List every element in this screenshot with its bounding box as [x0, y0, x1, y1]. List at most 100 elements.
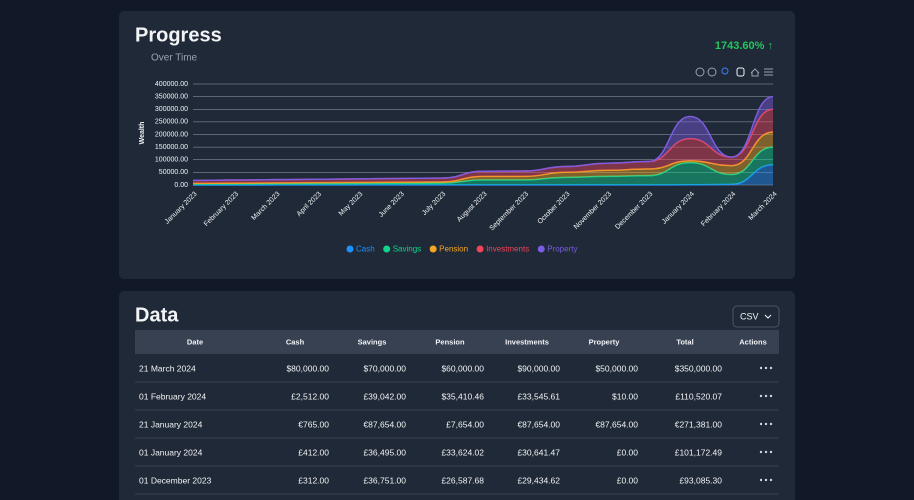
series-area — [193, 147, 773, 185]
zoom-in[interactable] — [695, 67, 705, 77]
change-indicator: 1743.60% ↑ — [715, 40, 773, 52]
column-header: Cash — [286, 337, 305, 346]
export-select[interactable]: CSV — [732, 305, 780, 328]
table-cell: £412.00 — [298, 447, 329, 457]
table-cell: £110,520.07 — [675, 391, 722, 401]
table-cell: £0.00 — [617, 475, 639, 485]
pan[interactable] — [736, 67, 745, 77]
table-cell: £0.00 — [617, 447, 639, 457]
table-cell: £33,545.61 — [517, 391, 560, 401]
table-cell: $70,000.00 — [363, 363, 406, 373]
table-cell: £312.00 — [298, 475, 329, 485]
legend-marker[interactable] — [383, 245, 391, 253]
legend-marker[interactable] — [537, 245, 545, 253]
select-value[interactable]: CSV — [740, 311, 759, 321]
card-title: Progress — [135, 24, 222, 46]
series-line — [192, 95, 774, 182]
actions-dot[interactable] — [759, 394, 763, 398]
legend-label[interactable]: Cash — [356, 245, 375, 254]
column-header: Date — [187, 337, 203, 346]
legend-label[interactable]: Investments — [486, 245, 529, 254]
table-cell: $90,000.00 — [517, 363, 560, 373]
table-cell: 21 January 2024 — [139, 419, 203, 429]
y-tick-label: 250000.00 — [155, 119, 188, 126]
actions-dot[interactable] — [764, 478, 768, 482]
table-cell: €765.00 — [298, 419, 329, 429]
table-cell: £36,751.00 — [363, 475, 406, 485]
legend-marker[interactable] — [429, 245, 437, 253]
legend-label[interactable]: Savings — [393, 245, 421, 254]
actions-dot[interactable] — [769, 450, 773, 454]
actions-dot[interactable] — [759, 422, 763, 426]
column-header: Total — [676, 337, 693, 346]
zoom-out[interactable] — [707, 67, 717, 77]
actions-dot[interactable] — [764, 450, 768, 454]
legend-label[interactable]: Pension — [439, 245, 468, 254]
y-tick-label: 200000.00 — [155, 131, 188, 138]
progress-card — [119, 11, 795, 279]
chevron — [764, 314, 772, 319]
zoom-select[interactable] — [721, 67, 729, 75]
series-area — [193, 109, 773, 184]
table-cell: £33,624.02 — [441, 447, 484, 457]
y-tick-label: 300000.00 — [155, 106, 188, 113]
actions-dot[interactable] — [769, 478, 773, 482]
y-tick-label: 100000.00 — [155, 157, 188, 164]
table-cell: £36,495.00 — [363, 447, 406, 457]
column-header: Investments — [505, 337, 549, 346]
table-cell: $35,410.46 — [441, 391, 484, 401]
table-cell: £39,042.00 — [363, 391, 406, 401]
table-cell: £30,641.47 — [517, 447, 560, 457]
table-cell: 21 March 2024 — [139, 363, 196, 373]
y-tick-label: 50000.00 — [159, 169, 188, 176]
y-tick-label: 400000.00 — [155, 81, 188, 88]
table-cell: £2,512.00 — [291, 391, 329, 401]
table-cell: 01 January 2024 — [139, 447, 203, 457]
table-cell: $60,000.00 — [441, 363, 484, 373]
chart-toolbar — [695, 67, 773, 77]
table-cell: €87,654.00 — [363, 419, 406, 429]
series-line — [193, 164, 774, 186]
table-cell: 01 February 2024 — [139, 391, 206, 401]
select-box[interactable] — [732, 305, 780, 328]
table-cell: £101,172.49 — [675, 447, 723, 457]
legend-label[interactable]: Property — [547, 245, 577, 254]
reset[interactable] — [750, 68, 760, 77]
section-title: Data — [135, 304, 179, 326]
actions-dot[interactable] — [759, 478, 763, 482]
column-header: Actions — [739, 337, 767, 346]
table-cell: €87,654.00 — [595, 419, 638, 429]
column-header: Property — [589, 337, 621, 346]
table-cell: 01 December 2023 — [139, 475, 212, 485]
column-header: Pension — [435, 337, 465, 346]
actions-dot[interactable] — [759, 366, 763, 370]
y-tick-label: 0.00 — [174, 182, 188, 189]
y-axis-label: Wealth — [139, 122, 146, 145]
legend-marker[interactable] — [346, 245, 354, 253]
table-cell: £93,085.30 — [679, 475, 722, 485]
table-header — [135, 330, 779, 354]
actions-dot[interactable] — [764, 422, 768, 426]
legend-marker[interactable] — [476, 245, 484, 253]
actions-dot[interactable] — [764, 394, 768, 398]
table-cell: $50,000.00 — [595, 363, 638, 373]
actions-dot[interactable] — [769, 366, 773, 370]
actions-dot[interactable] — [764, 366, 768, 370]
column-header: Savings — [358, 337, 387, 346]
series-line — [192, 131, 774, 185]
series-area — [193, 131, 773, 184]
table-cell: $10.00 — [612, 391, 638, 401]
table-cell: $80,000.00 — [286, 363, 329, 373]
actions-dot[interactable] — [769, 394, 773, 398]
actions-dot[interactable] — [769, 422, 773, 426]
table-cell: €271,381.00 — [675, 419, 723, 429]
actions-dot[interactable] — [759, 450, 763, 454]
table-cell: €87,654.00 — [517, 419, 560, 429]
menu[interactable] — [764, 68, 773, 76]
table-cell: £26,587.68 — [441, 475, 484, 485]
table-cell: £29,434.62 — [517, 475, 560, 485]
table-cell: £7,654.00 — [446, 419, 484, 429]
y-tick-label: 150000.00 — [155, 144, 188, 151]
